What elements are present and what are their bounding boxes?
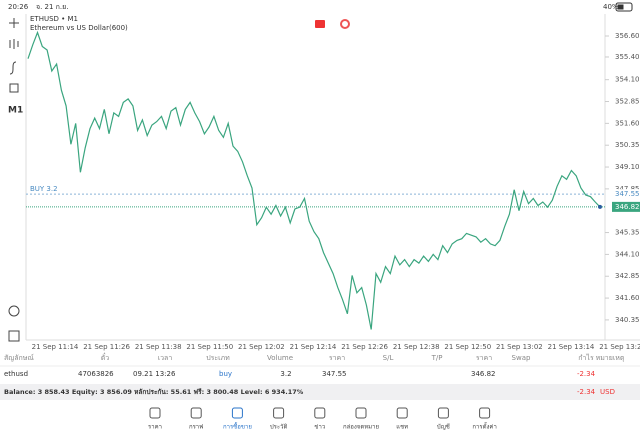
- battery-icon: [615, 2, 633, 12]
- tab-label[interactable]: กราฟ: [189, 424, 203, 431]
- battery-level: [617, 4, 624, 10]
- buy-price-label: 347.55: [615, 190, 640, 198]
- table-header: กำไร: [578, 353, 594, 362]
- y-tick-label: 347.85: [615, 185, 640, 193]
- status-date: จ. 21 ก.ย.: [36, 3, 68, 11]
- indicator-button[interactable]: [340, 19, 350, 29]
- tab-label[interactable]: การตั้งค่า: [472, 421, 496, 431]
- status-time: 20:26: [8, 3, 29, 11]
- table-header: T/P: [431, 354, 443, 362]
- timeframe[interactable]: M1: [8, 106, 23, 116]
- indicators-icon[interactable]: [9, 61, 17, 75]
- table-header: สัญลักษณ์: [4, 354, 34, 362]
- buy-label: BUY 3.2: [30, 185, 58, 193]
- zoom-icon[interactable]: [8, 305, 20, 317]
- crosshair-icon[interactable]: [9, 18, 19, 28]
- last-point: [598, 204, 602, 209]
- tab-label[interactable]: การซื้อขาย: [223, 421, 252, 431]
- price-box: [612, 201, 640, 212]
- tab-icon[interactable]: [437, 407, 449, 419]
- y-tick-label: 350.35: [615, 141, 640, 149]
- y-tick-label: 356.60: [615, 32, 640, 40]
- x-tick-label: 21 Sep 13:14: [548, 343, 595, 351]
- table-header: ราคา: [476, 354, 492, 362]
- table-cell: 346.82: [471, 370, 496, 378]
- y-tick-label: 341.60: [615, 294, 640, 302]
- x-tick-label: 21 Sep 11:26: [83, 343, 130, 351]
- table-header: Volume: [267, 354, 293, 362]
- table-cell: buy: [219, 370, 232, 378]
- y-tick-label: 354.10: [615, 76, 640, 84]
- tab-label[interactable]: ประวัติ: [270, 424, 288, 431]
- tab-label[interactable]: บัญชี: [437, 423, 450, 431]
- table-header: หมายเหตุ: [596, 354, 625, 362]
- table-header: ราคา: [329, 354, 345, 362]
- objects-icon[interactable]: [9, 83, 19, 93]
- balance-bar: [0, 384, 640, 400]
- tab-icon[interactable]: [479, 407, 491, 419]
- x-tick-label: 21 Sep 11:38: [135, 343, 182, 351]
- y-tick-label: 342.85: [615, 272, 640, 280]
- table-cell: 47063826: [78, 370, 114, 378]
- price-line: [27, 30, 601, 330]
- table-header: Swap: [512, 354, 531, 362]
- tab-label[interactable]: ราคา: [148, 424, 162, 431]
- balance-currency: USD: [600, 388, 615, 396]
- candles-icon[interactable]: [9, 39, 19, 49]
- x-tick-label: 21 Sep 12:02: [238, 343, 285, 351]
- balance-profit: -2.34: [577, 388, 596, 396]
- add-icon[interactable]: [8, 330, 20, 342]
- x-tick-label: 21 Sep 12:38: [393, 343, 440, 351]
- tab-icon[interactable]: [273, 407, 285, 419]
- chart-subtitle: Ethereum vs US Dollar(600): [30, 24, 128, 32]
- status-battery: 40%: [603, 3, 619, 11]
- y-tick-label: 345.35: [615, 229, 640, 237]
- tab-icon[interactable]: [314, 407, 326, 419]
- tab-label[interactable]: ข่าว: [314, 424, 325, 431]
- table-header: S/L: [383, 354, 394, 362]
- table-cell: 3.2: [280, 370, 291, 378]
- table-header: ประเภท: [206, 354, 230, 362]
- x-tick-label: 21 Sep 12:50: [444, 343, 491, 351]
- tab-icon[interactable]: [355, 407, 367, 419]
- x-tick-label: 21 Sep 12:14: [290, 343, 337, 351]
- y-tick-label: 351.60: [615, 119, 640, 127]
- table-cell: ethusd: [4, 370, 28, 378]
- table-cell: -2.34: [577, 370, 596, 378]
- tab-label[interactable]: กล่องจดหมาย: [343, 424, 379, 431]
- toolbar: [8, 18, 20, 342]
- tab-icon[interactable]: [149, 407, 161, 419]
- table-cell: 347.55: [322, 370, 347, 378]
- x-tick-label: 21 Sep 11:50: [186, 343, 233, 351]
- x-tick-label: 21 Sep 13:02: [496, 343, 543, 351]
- x-tick-label: 21 Sep 12:26: [341, 343, 388, 351]
- y-tick-label: 352.85: [615, 98, 640, 106]
- buy-price-box: [612, 189, 640, 200]
- tab-label[interactable]: แชท: [396, 424, 408, 431]
- table-header: เวลา: [158, 354, 173, 362]
- y-tick-label: 340.35: [615, 316, 640, 324]
- price-label: 346.82: [615, 203, 640, 211]
- tab-icon[interactable]: [190, 407, 202, 419]
- y-tick-label: 344.10: [615, 250, 640, 258]
- tab-icon[interactable]: [396, 407, 408, 419]
- y-tick-label: 349.10: [615, 163, 640, 171]
- tab-icon[interactable]: [231, 407, 243, 419]
- y-tick-label: 355.40: [615, 53, 640, 61]
- chart-title: ETHUSD • M1: [30, 15, 78, 23]
- x-tick-label: 21 Sep 11:14: [32, 343, 79, 351]
- table-header: ตั๋ว: [101, 353, 110, 362]
- x-tick-label: 21 Sep 13:26: [599, 343, 640, 351]
- trade-button[interactable]: [315, 20, 325, 28]
- table-cell: 09.21 13:26: [133, 370, 176, 378]
- balance-text: Balance: 3 858.43 Equity: 3 856.09 หลักป…: [4, 388, 304, 396]
